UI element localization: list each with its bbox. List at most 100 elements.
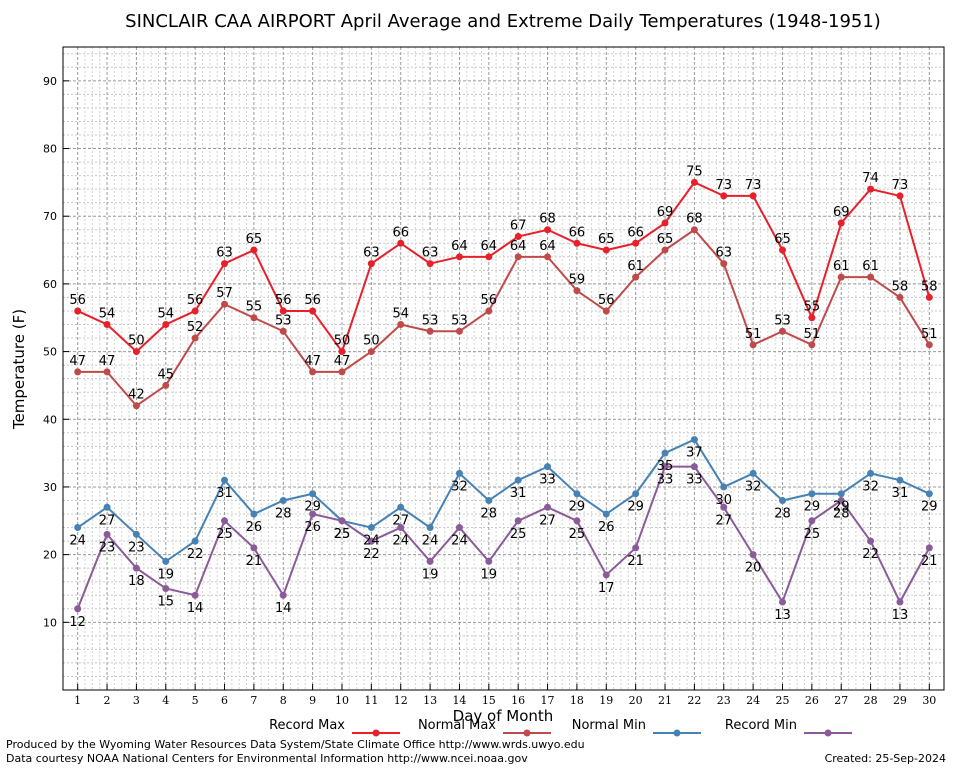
data-label: 64 xyxy=(451,239,468,254)
data-label: 27 xyxy=(715,513,732,528)
data-point xyxy=(338,517,346,525)
y-tick-label: 80 xyxy=(43,143,57,156)
data-label: 57 xyxy=(216,286,233,301)
series-line-4 xyxy=(76,465,931,610)
data-point xyxy=(426,524,434,532)
data-label: 25 xyxy=(216,527,233,542)
legend-label: Record Max xyxy=(269,718,345,733)
data-point xyxy=(749,551,757,559)
data-point xyxy=(221,260,229,268)
data-label: 21 xyxy=(627,554,644,569)
data-label: 64 xyxy=(481,239,498,254)
data-label: 63 xyxy=(216,246,233,261)
data-point xyxy=(191,334,199,342)
data-point xyxy=(367,260,375,268)
data-label: 69 xyxy=(833,205,850,220)
legend-swatch-marker xyxy=(824,729,832,737)
y-tick-label: 40 xyxy=(43,413,57,426)
data-label: 66 xyxy=(392,225,409,240)
data-point xyxy=(279,327,287,335)
x-tick-label: 5 xyxy=(192,694,199,707)
data-point xyxy=(132,348,140,356)
data-point xyxy=(867,537,875,545)
data-point xyxy=(279,307,287,315)
data-label: 56 xyxy=(69,293,86,308)
data-label: 67 xyxy=(510,219,527,234)
legend-swatch-marker xyxy=(673,729,681,737)
data-point xyxy=(74,605,82,613)
data-label: 61 xyxy=(627,259,644,274)
data-point xyxy=(837,490,845,498)
data-point xyxy=(720,192,728,200)
data-label: 55 xyxy=(246,300,263,315)
data-label: 26 xyxy=(246,520,263,535)
data-label: 73 xyxy=(892,178,909,193)
data-label: 66 xyxy=(569,225,586,240)
data-label: 63 xyxy=(422,246,439,261)
data-point xyxy=(661,449,669,457)
data-point xyxy=(749,192,757,200)
series-line-2 xyxy=(77,228,931,408)
data-point xyxy=(720,483,728,491)
data-point xyxy=(455,327,463,335)
data-label: 19 xyxy=(481,567,498,582)
data-point xyxy=(191,591,199,599)
data-label: 68 xyxy=(686,212,703,227)
data-point xyxy=(162,321,170,329)
data-label: 45 xyxy=(158,367,175,382)
data-label: 30 xyxy=(715,493,732,508)
data-point xyxy=(397,239,405,247)
data-point xyxy=(661,463,669,471)
data-point xyxy=(132,564,140,572)
data-point xyxy=(338,348,346,356)
data-point xyxy=(397,321,405,329)
data-point xyxy=(837,496,845,504)
data-point xyxy=(426,260,434,268)
data-label: 27 xyxy=(392,513,409,528)
credit-data-courtesy: Data courtesy NOAA National Centers for … xyxy=(6,752,528,765)
data-label: 51 xyxy=(921,327,938,342)
data-point xyxy=(221,476,229,484)
data-label: 21 xyxy=(246,554,263,569)
data-label: 25 xyxy=(804,527,821,542)
legend-swatch-marker xyxy=(523,729,531,737)
x-tick-label: 6 xyxy=(221,694,228,707)
x-tick-label: 20 xyxy=(629,694,643,707)
data-label: 13 xyxy=(774,608,791,623)
data-point xyxy=(896,192,904,200)
data-point xyxy=(367,348,375,356)
data-label: 63 xyxy=(715,246,732,261)
data-label: 53 xyxy=(451,313,468,328)
y-tick-label: 10 xyxy=(43,616,57,629)
data-label: 73 xyxy=(715,178,732,193)
data-label: 31 xyxy=(510,486,527,501)
data-point xyxy=(514,253,522,261)
data-point xyxy=(544,463,552,471)
x-tick-label: 13 xyxy=(423,694,437,707)
data-label: 56 xyxy=(187,293,204,308)
data-label: 22 xyxy=(862,547,879,562)
data-point xyxy=(925,341,933,349)
data-point xyxy=(896,598,904,606)
x-tick-label: 19 xyxy=(599,694,613,707)
data-point xyxy=(221,517,229,525)
data-label: 63 xyxy=(363,246,380,261)
data-point xyxy=(485,253,493,261)
data-label: 17 xyxy=(598,581,615,596)
data-point xyxy=(162,584,170,592)
data-point xyxy=(808,341,816,349)
x-tick-label: 8 xyxy=(280,694,287,707)
data-label: 23 xyxy=(99,540,116,555)
data-label: 28 xyxy=(833,506,850,521)
data-point xyxy=(661,246,669,254)
data-label: 47 xyxy=(69,354,86,369)
x-tick-label: 9 xyxy=(309,694,316,707)
data-label: 61 xyxy=(833,259,850,274)
data-point xyxy=(397,503,405,511)
data-point xyxy=(544,503,552,511)
data-label: 20 xyxy=(745,561,762,576)
data-point xyxy=(455,469,463,477)
data-point xyxy=(925,293,933,301)
data-point xyxy=(250,510,258,518)
